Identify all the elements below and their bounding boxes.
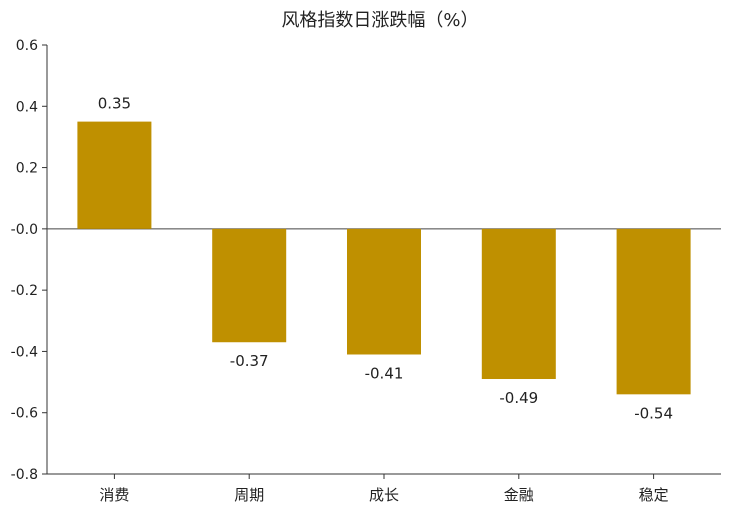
category-label: 周期 [234, 486, 264, 504]
data-label: -0.41 [365, 364, 404, 382]
data-label: -0.54 [634, 404, 673, 422]
data-label: -0.49 [499, 389, 538, 407]
bar [77, 121, 152, 229]
bar [212, 228, 287, 343]
bar [347, 228, 421, 355]
y-tick-label: 0.6 [16, 38, 38, 54]
chart-title: 风格指数日涨跌幅（%） [281, 10, 478, 31]
bar [616, 228, 691, 395]
y-tick-label: -0.2 [11, 283, 38, 299]
y-tick-label: -0.8 [11, 467, 38, 483]
data-label: -0.37 [230, 352, 269, 370]
category-label: 消费 [99, 486, 129, 504]
bar [481, 228, 556, 380]
y-tick-label: 0.2 [16, 161, 38, 177]
y-tick-label: 0.4 [16, 99, 38, 115]
category-label: 成长 [369, 486, 399, 504]
y-tick-label: -0.0 [11, 222, 38, 238]
y-tick-label: -0.4 [11, 344, 38, 360]
y-tick-label: -0.6 [11, 406, 38, 422]
category-label: 稳定 [639, 486, 669, 504]
data-label: 0.35 [98, 95, 131, 113]
category-label: 金融 [504, 486, 534, 504]
